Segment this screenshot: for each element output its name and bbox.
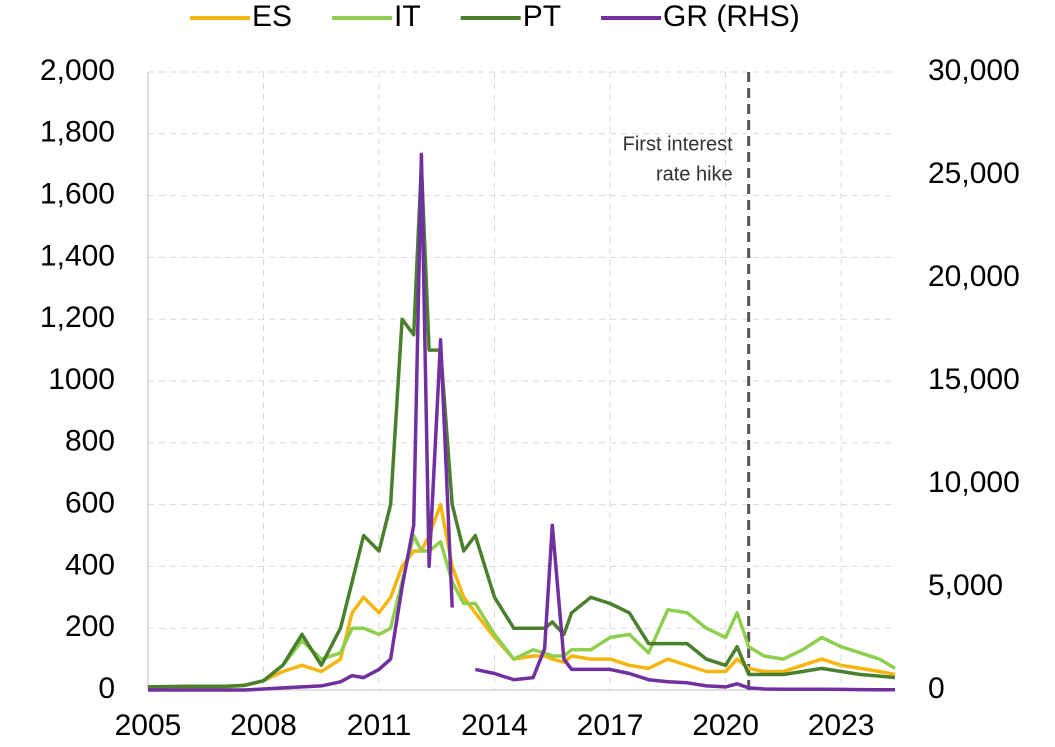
x-tick-label: 2008 bbox=[230, 709, 297, 742]
x-tick-label: 2023 bbox=[808, 709, 875, 742]
series-line bbox=[147, 162, 896, 689]
y-tick-label: 200 bbox=[65, 610, 115, 643]
y-tick-label: 1,800 bbox=[40, 116, 115, 149]
y-tick-label: 1,200 bbox=[40, 301, 115, 334]
legend-label: ES bbox=[252, 0, 292, 33]
series-line bbox=[148, 533, 896, 689]
y2-tick-label: 15,000 bbox=[928, 363, 1020, 396]
x-tick-label: 2020 bbox=[692, 709, 759, 742]
annotation-text: First interest bbox=[623, 133, 733, 155]
y-tick-label: 1,600 bbox=[40, 178, 115, 211]
series-line bbox=[148, 152, 895, 692]
y-tick-label: 0 bbox=[98, 672, 115, 705]
y2-tick-label: 5,000 bbox=[928, 569, 1003, 602]
y-tick-label: 600 bbox=[65, 487, 115, 520]
legend-label: IT bbox=[394, 0, 421, 33]
y-tick-label: 1000 bbox=[48, 363, 115, 396]
x-tick-label: 2014 bbox=[461, 709, 528, 742]
y2-tick-label: 10,000 bbox=[928, 466, 1020, 499]
y2-tick-label: 0 bbox=[928, 672, 945, 705]
y2-tick-label: 30,000 bbox=[928, 54, 1020, 87]
y-tick-label: 800 bbox=[65, 425, 115, 458]
x-tick-label: 2005 bbox=[115, 709, 182, 742]
y-tick-label: 400 bbox=[65, 548, 115, 581]
y-tick-label: 1,400 bbox=[40, 239, 115, 272]
legend-label: GR (RHS) bbox=[663, 0, 800, 33]
y-tick-label: 2,000 bbox=[40, 54, 115, 87]
y2-tick-label: 25,000 bbox=[928, 157, 1020, 190]
series-line bbox=[148, 502, 896, 689]
x-tick-label: 2017 bbox=[577, 709, 644, 742]
x-tick-label: 2011 bbox=[347, 709, 412, 742]
legend-label: PT bbox=[523, 0, 561, 33]
annotation-text: rate hike bbox=[656, 163, 733, 185]
y2-tick-label: 20,000 bbox=[928, 260, 1020, 293]
